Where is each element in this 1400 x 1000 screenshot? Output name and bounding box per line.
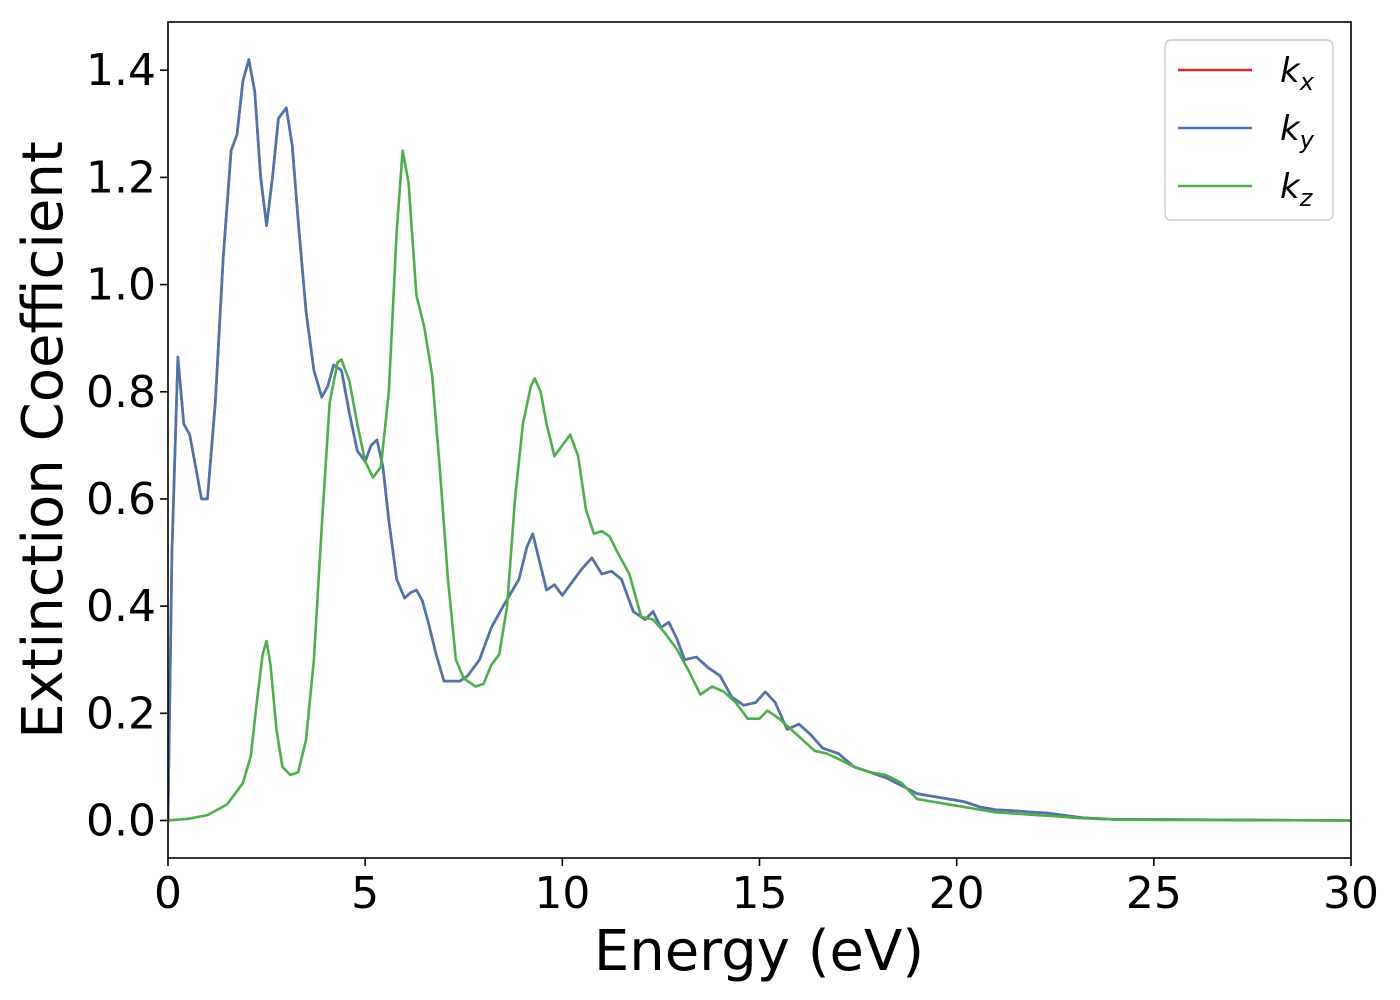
x-axis: 0 5 10 15 20 25 30 [154,858,1379,919]
x-tick-label: 15 [732,868,788,919]
series-line-z [168,149,1351,822]
y-tick-label: 0.8 [86,367,156,418]
y-tick-label: 0.2 [86,688,156,739]
x-tick-label: 0 [154,868,182,919]
x-tick-label: 20 [929,868,985,919]
y-axis: 0.0 0.2 0.4 0.6 0.8 1.0 1.2 1.4 [86,45,168,846]
y-axis-title: Extinction Coefficient [11,141,76,739]
legend-label-y: ky [1280,109,1315,154]
y-tick-label: 1.4 [86,45,156,96]
y-tick-label: 0.6 [86,474,156,525]
legend: kx ky kz [1164,39,1334,221]
legend-label-z: kz [1280,167,1314,212]
x-tick-label: 30 [1323,868,1379,919]
x-axis-title: Energy (eV) [594,919,924,984]
plot-area [167,21,1352,859]
legend-box [1164,39,1334,221]
x-tick-label: 5 [351,868,379,919]
legend-label-x: kx [1280,51,1315,96]
y-tick-label: 1.2 [86,152,156,203]
x-tick-label: 10 [534,868,590,919]
y-tick-label: 0.0 [86,795,156,846]
y-tick-label: 0.4 [86,581,156,632]
y-tick-label: 1.0 [86,260,156,311]
x-tick-label: 25 [1126,868,1182,919]
